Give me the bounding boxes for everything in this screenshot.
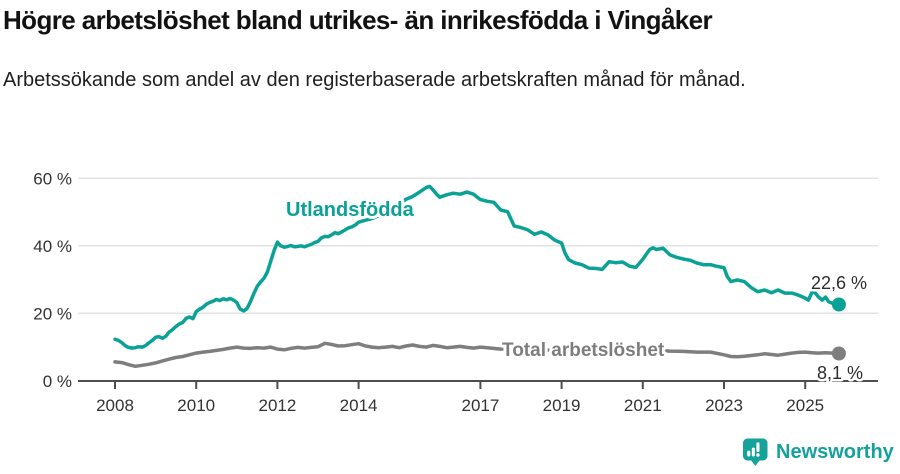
y-tick-label: 20 % (33, 304, 72, 323)
series-line-utlandsfodda (113, 184, 841, 350)
series-label-utlandsfodda: Utlandsfödda (286, 199, 415, 221)
y-tick-label: 0 % (43, 372, 72, 391)
series-label-total: Total arbetslöshet (502, 340, 665, 361)
x-tick-label: 2008 (96, 396, 134, 415)
x-tick-label: 2012 (258, 396, 296, 415)
x-tick-label: 2025 (786, 396, 824, 415)
series-line-total (113, 341, 841, 369)
series-end-dot-utlandsfodda (831, 297, 846, 312)
y-tick-label: 60 % (33, 169, 72, 188)
page-subtitle: Arbetssökande som andel av den registerb… (3, 69, 746, 91)
end-value-label-total: 8,1 % (817, 363, 863, 383)
series-end-dot-total (831, 346, 846, 361)
x-tick-label: 2017 (461, 396, 499, 415)
x-tick-label: 2019 (543, 396, 581, 415)
newsworthy-icon (743, 438, 768, 466)
newsworthy-wordmark: Newsworthy (776, 440, 894, 463)
x-tick-label: 2014 (340, 396, 378, 415)
x-tick-label: 2023 (705, 396, 743, 415)
x-tick-label: 2021 (624, 396, 662, 415)
x-tick-label: 2010 (177, 396, 215, 415)
page-title: Högre arbetslöshet bland utrikes- än inr… (3, 5, 713, 35)
y-tick-label: 40 % (33, 237, 72, 256)
end-value-label-utlandsfodda: 22,6 % (811, 273, 867, 293)
newsworthy-logo: Newsworthy (742, 438, 894, 466)
